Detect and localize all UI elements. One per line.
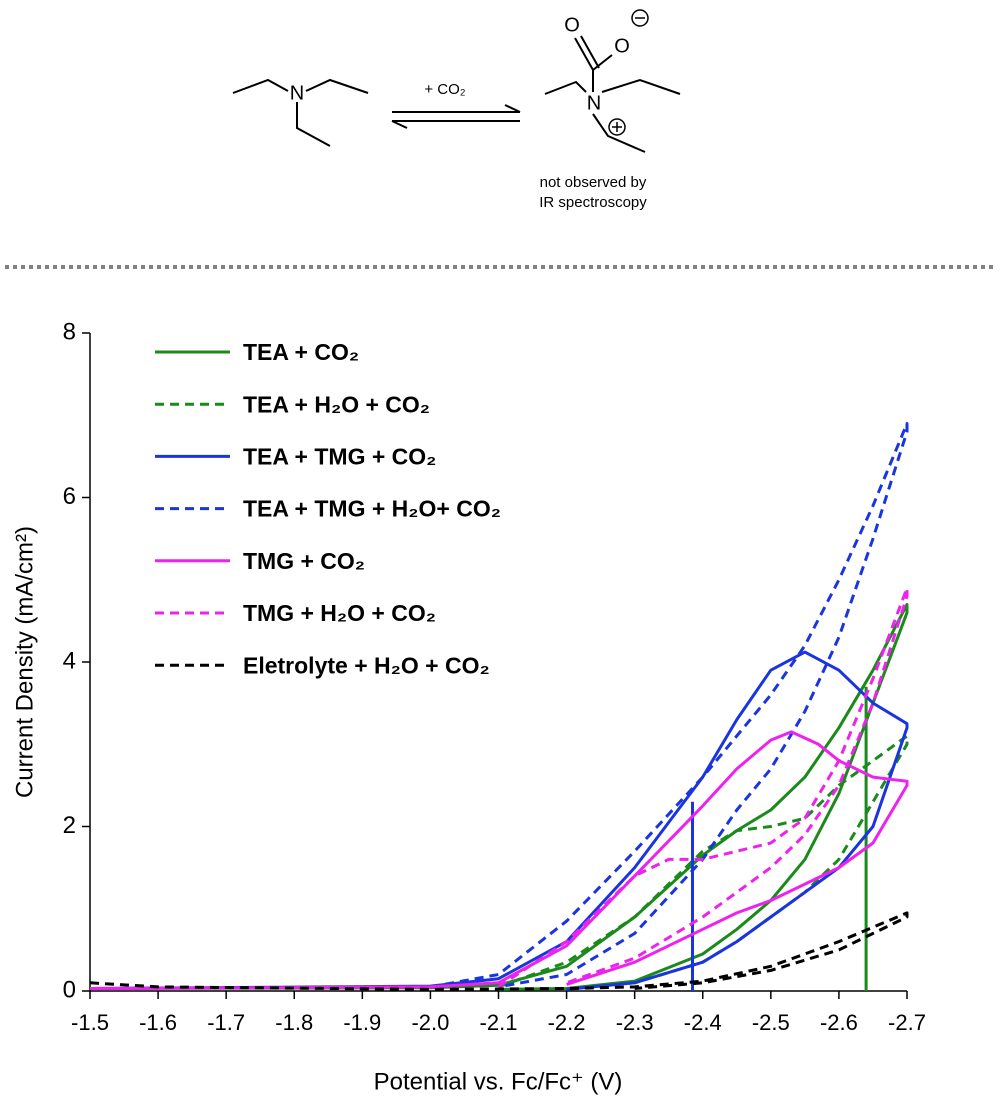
series-line [89,730,909,990]
atom-label: O [564,14,580,36]
bond [544,35,681,153]
atom-label: N [290,82,304,104]
series-line [430,422,909,989]
charge-minus [631,9,649,27]
y-axis-title: Current Density (mA/cm²) [11,526,38,798]
legend-label: TMG + H₂O + CO₂ [243,600,436,626]
note: not observed by [540,174,647,191]
series-line [89,650,909,991]
x-tick-label: -2.7 [888,1010,926,1035]
legend-label: TMG + CO₂ [243,548,365,574]
atom-label: N [587,92,601,114]
series-line [89,911,909,991]
legend-label: TEA + CO₂ [243,339,359,365]
x-tick-label: -1.9 [343,1010,381,1035]
atom-label: O [614,35,630,57]
y-tick-label: 2 [63,812,76,839]
reagent: + CO₂ [424,81,465,98]
x-tick-label: -2.2 [548,1010,586,1035]
y-tick-label: 6 [63,483,76,510]
arrow-head [391,120,408,129]
x-tick-label: -2.1 [480,1010,518,1035]
charge-plus [608,118,626,136]
legend-label: TEA + TMG + H₂O+ CO₂ [243,496,501,522]
x-tick-label: -1.5 [71,1010,109,1035]
x-tick-label: -1.8 [275,1010,313,1035]
reaction-scheme: N + CO₂ O O N not observed by IR spectro… [232,9,681,211]
series-line [497,586,909,989]
plot: -1.5 -1.6 -1.7 -1.8 -1.9 -2.0 -2.1 -2.2 -2.3 -2.4… [63,318,926,1034]
legend-label: TEA + H₂O + CO₂ [243,391,430,417]
x-tick-label: -1.6 [139,1010,177,1035]
x-axis-title: Potential vs. Fc/Fc⁺ (V) [374,1068,623,1095]
x-tick-label: -2.6 [820,1010,858,1035]
y-tick-label: 0 [63,976,76,1003]
note: IR spectroscopy [539,194,647,211]
arrow-head [504,104,521,113]
x-tick-label: -2.0 [411,1010,449,1035]
x-tick-label: -2.4 [684,1010,722,1035]
x-tick-label: -2.5 [752,1010,790,1035]
legend-label: TEA + TMG + CO₂ [243,443,436,469]
bond [232,78,369,147]
charge-plus [612,122,622,132]
x-tick-label: -2.3 [616,1010,654,1035]
x-tick-label: -1.7 [207,1010,245,1035]
series-line [497,734,909,991]
legend-label: Eletrolyte + H₂O + CO₂ [243,652,490,678]
y-tick-label: 4 [63,647,76,674]
y-tick-label: 8 [63,318,76,345]
